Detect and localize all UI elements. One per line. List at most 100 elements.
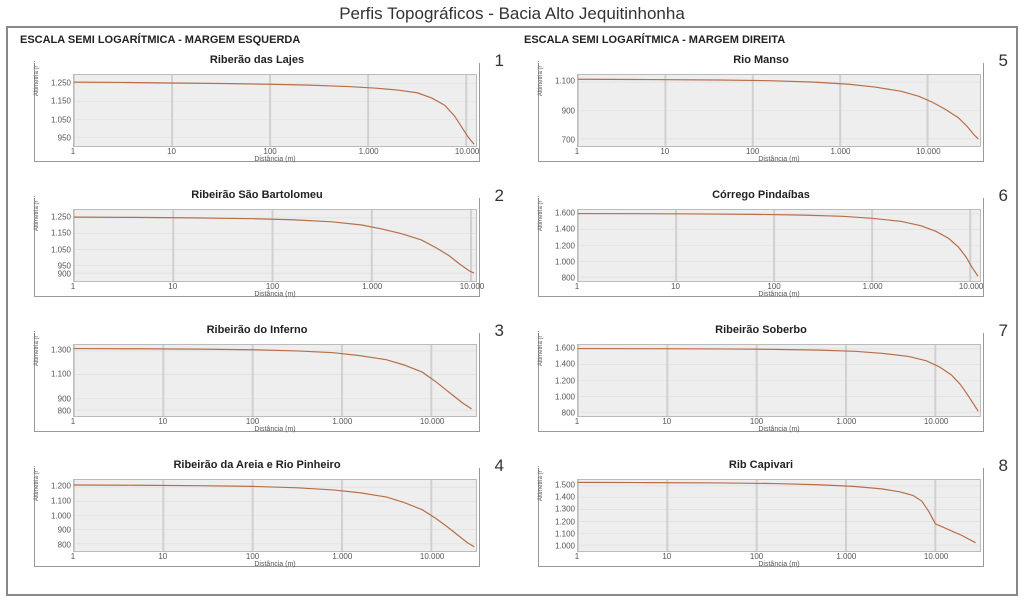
y-axis: 1.5001.4001.3001.2001.1001.000Altimetria…: [549, 479, 577, 552]
x-tick: 1: [575, 147, 579, 156]
x-tick: 10.000: [916, 147, 940, 156]
x-tick: 1.000: [863, 282, 883, 291]
plot-area: [73, 209, 477, 282]
profile-svg: [578, 345, 980, 416]
x-tick: 10: [662, 417, 671, 426]
chart-row: 4Ribeirão da Areia e Rio Pinheiro1.2001.…: [14, 460, 506, 585]
y-tick: 1.200: [51, 482, 71, 491]
x-axis: 1101001.00010.000Distância (m): [577, 417, 981, 431]
x-tick: 100: [246, 552, 259, 561]
y-tick: 1.050: [51, 115, 71, 124]
y-tick: 800: [562, 273, 575, 282]
x-tick: 10.000: [924, 552, 948, 561]
chart-title: Ribeirão Soberbo: [539, 324, 983, 336]
y-tick: 1.100: [51, 370, 71, 379]
y-axis: 1.6001.4001.2001.000800Altimetria (m): [549, 344, 577, 417]
x-tick: 1: [575, 417, 579, 426]
x-tick: 100: [750, 417, 763, 426]
plot-area: [73, 74, 477, 147]
y-axis: 1.3001.100900800Altimetria (m): [45, 344, 73, 417]
chart-box: Rio Manso1.100900700Altimetria (m)110100…: [538, 63, 984, 162]
chart-row: 6Córrego Pindaíbas1.6001.4001.2001.00080…: [518, 190, 1010, 315]
chart-title: Ribeirão do Inferno: [35, 324, 479, 336]
y-axis: 1.2501.1501.050950900Altimetria (m): [45, 209, 73, 282]
chart-number: 4: [495, 456, 504, 476]
x-tick: 1.000: [836, 552, 856, 561]
profile-line: [74, 82, 474, 144]
x-axis-label: Distância (m): [577, 156, 981, 163]
plot-area: [577, 479, 981, 552]
profile-line: [74, 349, 472, 409]
profile-svg: [578, 210, 980, 281]
chart-title: Rib Capivari: [539, 459, 983, 471]
profile-svg: [74, 345, 476, 416]
y-tick: 800: [562, 408, 575, 417]
x-tick: 1: [575, 552, 579, 561]
y-tick: 900: [58, 526, 71, 535]
y-tick: 1.000: [555, 392, 575, 401]
y-tick: 1.300: [51, 346, 71, 355]
x-axis-label: Distância (m): [73, 291, 477, 298]
profile-svg: [74, 210, 476, 281]
chart-number: 2: [495, 186, 504, 206]
x-tick: 100: [246, 417, 259, 426]
profile-line: [578, 482, 976, 542]
chart-number: 5: [999, 51, 1008, 71]
x-tick: 10.000: [420, 417, 444, 426]
x-tick: 10: [158, 552, 167, 561]
x-tick: 100: [767, 282, 780, 291]
chart-title: Rio Manso: [539, 54, 983, 66]
x-tick: 10: [167, 147, 176, 156]
x-tick: 1.000: [332, 417, 352, 426]
profile-svg: [578, 75, 980, 146]
chart-number: 7: [999, 321, 1008, 341]
chart-box: Ribeirão São Bartolomeu1.2501.1501.05095…: [34, 198, 480, 297]
chart-box: Ribeirão da Areia e Rio Pinheiro1.2001.1…: [34, 468, 480, 567]
profile-line: [578, 79, 978, 139]
y-tick: 1.200: [555, 241, 575, 250]
profile-svg: [578, 480, 980, 551]
profile-svg: [74, 480, 476, 551]
x-tick: 1.000: [836, 417, 856, 426]
y-axis: 1.2501.1501.050950Altimetria (m): [45, 74, 73, 147]
chart-row: 8Rib Capivari1.5001.4001.3001.2001.1001.…: [518, 460, 1010, 585]
x-tick: 1.000: [830, 147, 850, 156]
y-tick: 700: [562, 135, 575, 144]
x-tick: 1.000: [359, 147, 379, 156]
y-tick: 1.100: [51, 496, 71, 505]
right-column: ESCALA SEMI LOGARÍTMICA - MARGEM DIREITA…: [512, 28, 1016, 594]
x-tick: 10: [158, 417, 167, 426]
y-tick: 1.300: [555, 505, 575, 514]
x-tick: 10.000: [460, 282, 484, 291]
x-tick: 10.000: [924, 417, 948, 426]
profile-line: [74, 217, 474, 273]
profile-svg: [74, 75, 476, 146]
y-tick: 1.150: [51, 229, 71, 238]
x-tick: 10.000: [455, 147, 479, 156]
chart-row: 3Ribeirão do Inferno1.3001.100900800Alti…: [14, 325, 506, 450]
y-tick: 900: [58, 269, 71, 278]
chart-box: Córrego Pindaíbas1.6001.4001.2001.000800…: [538, 198, 984, 297]
profile-line: [74, 485, 474, 547]
y-tick: 1.100: [555, 529, 575, 538]
chart-title: Córrego Pindaíbas: [539, 189, 983, 201]
left-charts-container: 1Riberão das Lajes1.2501.1501.050950Alti…: [14, 50, 506, 590]
y-axis: 1.2001.1001.000900800Altimetria (m): [45, 479, 73, 552]
y-tick: 800: [58, 540, 71, 549]
chart-number: 1: [495, 51, 504, 71]
x-tick: 1: [575, 282, 579, 291]
x-tick: 10: [671, 282, 680, 291]
chart-title: Ribeirão São Bartolomeu: [35, 189, 479, 201]
x-tick: 100: [263, 147, 276, 156]
x-tick: 10: [660, 147, 669, 156]
profile-line: [578, 214, 978, 277]
left-column-title: ESCALA SEMI LOGARÍTMICA - MARGEM ESQUERD…: [14, 32, 506, 50]
y-tick: 1.400: [555, 225, 575, 234]
x-tick: 10.000: [959, 282, 983, 291]
x-tick: 1: [71, 282, 75, 291]
x-axis: 1101001.00010.000Distância (m): [577, 552, 981, 566]
charts-panel: ESCALA SEMI LOGARÍTMICA - MARGEM ESQUERD…: [6, 26, 1018, 596]
plot-area: [73, 479, 477, 552]
x-axis-label: Distância (m): [577, 561, 981, 568]
x-axis: 1101001.00010.000Distância (m): [73, 417, 477, 431]
